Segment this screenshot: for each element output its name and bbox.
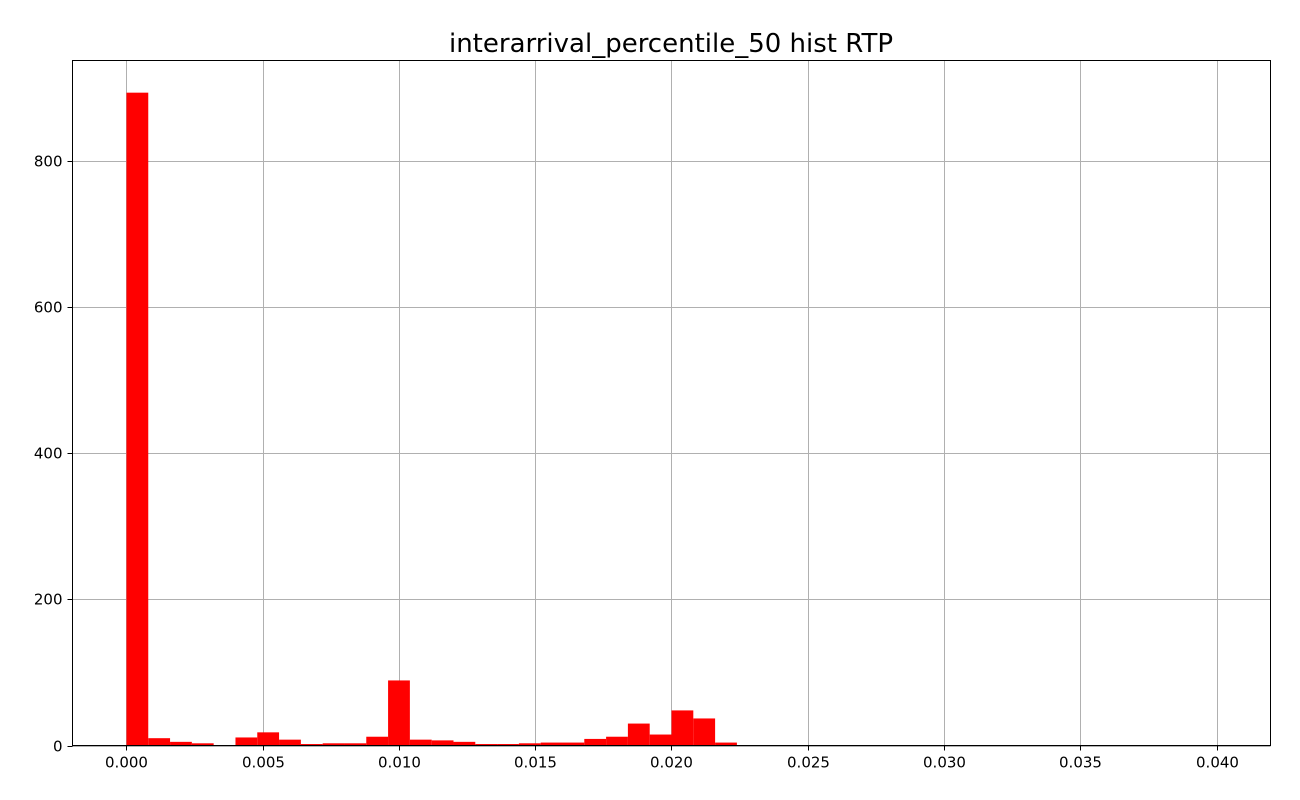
x-tick-label: 0.025 bbox=[787, 754, 830, 772]
y-tick-label: 600 bbox=[34, 299, 63, 317]
x-tick-label: 0.015 bbox=[514, 754, 557, 772]
histogram-bar bbox=[344, 743, 367, 746]
histogram-bar bbox=[475, 744, 498, 746]
grid-lines bbox=[72, 60, 1271, 747]
histogram-bar bbox=[148, 738, 171, 746]
histogram-bar bbox=[279, 739, 301, 746]
x-tick-label: 0.040 bbox=[1196, 754, 1239, 772]
histogram-bar bbox=[606, 736, 628, 746]
histogram-bar bbox=[431, 740, 454, 746]
histogram-bar bbox=[693, 718, 716, 746]
histogram-bar bbox=[126, 92, 149, 746]
histogram-bar bbox=[235, 737, 258, 746]
histogram-bar bbox=[562, 742, 585, 746]
x-tick-label: 0.000 bbox=[105, 754, 148, 772]
y-tick-label: 800 bbox=[34, 153, 63, 171]
histogram-bar bbox=[388, 680, 410, 746]
y-tick-label: 0 bbox=[53, 738, 63, 756]
histogram-bar bbox=[322, 743, 345, 746]
x-tick-label: 0.030 bbox=[923, 754, 966, 772]
x-tick-label: 0.035 bbox=[1059, 754, 1102, 772]
y-tick-label: 400 bbox=[34, 445, 63, 463]
histogram-bar bbox=[540, 742, 563, 746]
histogram-bar bbox=[627, 723, 650, 746]
histogram-bar bbox=[584, 738, 607, 746]
histogram-bar bbox=[649, 734, 672, 746]
histogram-bar bbox=[257, 732, 280, 746]
histogram-bar bbox=[453, 741, 476, 746]
histogram-bar bbox=[715, 742, 737, 746]
x-axis: 0.000 0.005 0.010 0.015 0.020 0.025 0.030 0.035… bbox=[105, 745, 1239, 772]
x-tick-label: 0.010 bbox=[378, 754, 421, 772]
chart-title: interarrival_percentile_50 hist RTP bbox=[449, 29, 893, 59]
histogram-bar bbox=[671, 710, 694, 746]
x-tick-label: 0.005 bbox=[242, 754, 285, 772]
histogram-bar bbox=[191, 743, 214, 746]
histogram-bar bbox=[518, 743, 541, 746]
histogram-bar bbox=[409, 739, 432, 746]
x-tick-label: 0.020 bbox=[650, 754, 693, 772]
histogram-bar bbox=[497, 744, 519, 746]
histogram-bar bbox=[366, 736, 389, 746]
histogram-bar bbox=[170, 741, 192, 746]
y-axis: 0 200 400 600 800 bbox=[34, 153, 73, 756]
histogram-bars bbox=[126, 92, 737, 746]
histogram-bar bbox=[300, 744, 323, 746]
y-tick-label: 200 bbox=[34, 591, 63, 609]
